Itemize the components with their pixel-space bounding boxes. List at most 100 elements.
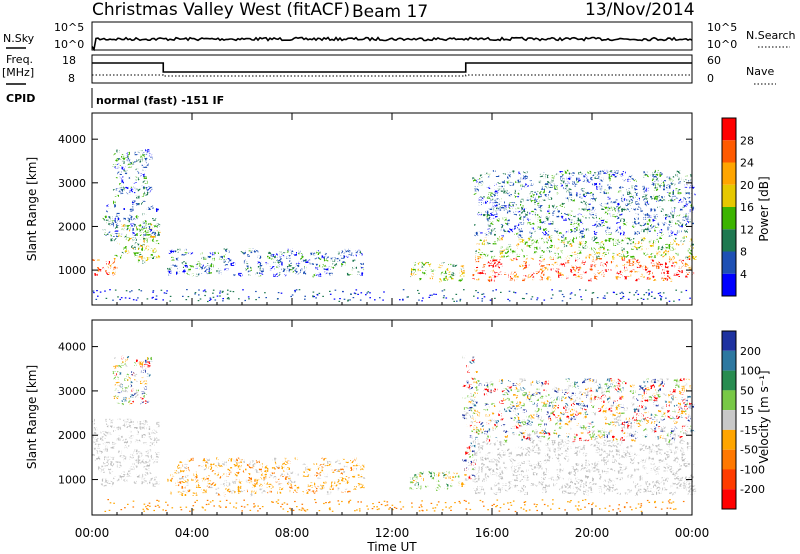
- vel-noise-point: [580, 508, 582, 510]
- vel-noise-point: [552, 503, 554, 505]
- vel-noise-point: [243, 506, 246, 508]
- power-noise-point: [455, 293, 458, 295]
- power-noise-point: [637, 293, 640, 295]
- power-noise-point: [635, 291, 637, 294]
- vel-region: [92, 418, 162, 487]
- power-noise-point: [204, 291, 207, 293]
- vel-noise-point: [458, 500, 461, 503]
- vel-noise-point: [329, 509, 331, 511]
- power-noise-point: [155, 295, 158, 297]
- power-noise-point: [120, 297, 123, 299]
- vel-noise-point: [259, 508, 261, 510]
- vel-noise-point: [148, 502, 151, 504]
- vel-noise-point: [225, 506, 227, 508]
- power-noise-point: [166, 290, 168, 292]
- power-noise-point: [199, 298, 202, 300]
- power-noise-point: [481, 293, 483, 295]
- power-noise-point: [163, 292, 166, 294]
- power-noise-point: [651, 291, 653, 293]
- power-noise-point: [647, 289, 650, 291]
- power-noise-point: [659, 292, 662, 294]
- vel-noise-point: [384, 505, 387, 507]
- vel-noise-point: [165, 509, 167, 512]
- power-noise-point: [186, 289, 188, 291]
- power-panel: 1000 2000 3000 4000 Slant Range [km]: [25, 112, 697, 306]
- power-noise-point: [536, 297, 539, 299]
- power-noise-point: [227, 297, 230, 299]
- power-noise-point: [642, 298, 645, 300]
- power-noise-point: [561, 293, 564, 296]
- vel-noise-point: [300, 509, 303, 511]
- power-noise-point: [648, 293, 651, 295]
- vel-noise-point: [584, 506, 586, 508]
- power-noise-point: [407, 296, 409, 298]
- power-noise-point: [125, 290, 128, 292]
- vel-noise-point: [329, 507, 331, 509]
- vel-noise-point: [418, 506, 421, 508]
- vel-noise-point: [591, 503, 593, 506]
- power-noise-point: [312, 295, 314, 297]
- x-tick-label: 16:00: [475, 526, 510, 540]
- power-noise-point: [602, 297, 605, 299]
- power-noise-point: [209, 297, 212, 299]
- vel-noise-point: [512, 500, 515, 502]
- power-noise-point: [338, 300, 341, 302]
- power-noise-point: [342, 290, 344, 293]
- vel-noise-point: [640, 505, 643, 507]
- vel-noise-point: [468, 502, 470, 504]
- cpid-panel: CPID normal (fast) -151 IF: [6, 88, 224, 108]
- vel-noise-point: [292, 509, 295, 511]
- power-noise-point: [417, 289, 419, 292]
- vel-noise-point: [143, 510, 145, 512]
- colorbar-swatch: [722, 390, 736, 411]
- vel-noise-point: [543, 503, 546, 506]
- power-noise-point: [495, 289, 497, 291]
- power-noise-point: [574, 294, 576, 296]
- vel-noise-point: [158, 500, 160, 502]
- power-noise-point: [665, 297, 667, 299]
- freq-series: [92, 62, 692, 73]
- power-noise-point: [291, 294, 294, 296]
- colorbar-tick-label: 28: [740, 134, 754, 147]
- vel-noise-point: [360, 501, 362, 503]
- power-noise-point: [152, 296, 154, 298]
- vel-noise-point: [386, 504, 389, 506]
- vel-noise-point: [271, 501, 273, 503]
- power-noise-point: [329, 293, 332, 295]
- power-noise-point: [334, 289, 337, 291]
- power-noise-point: [248, 298, 250, 300]
- vel-noise-point: [372, 503, 374, 505]
- colorbar-tick-label: 8: [740, 246, 747, 259]
- power-noise-point: [685, 289, 688, 292]
- vel-noise-point: [257, 510, 259, 512]
- vel-noise-point: [196, 499, 198, 502]
- vel-noise-point: [564, 509, 566, 511]
- power-noise-point: [603, 295, 606, 297]
- power-noise-point: [443, 295, 445, 297]
- power-noise-point: [117, 296, 119, 298]
- power-noise-point: [621, 297, 624, 299]
- power-noise-point: [316, 294, 319, 296]
- freq-panel: Freq. [MHz] 18 8 60 0 Nave: [2, 53, 776, 85]
- vel-noise-point: [402, 506, 405, 508]
- vel-noise-point: [124, 507, 126, 509]
- power-noise-point: [155, 298, 158, 300]
- power-noise-point: [304, 295, 306, 297]
- power-noise-point: [660, 296, 663, 298]
- power-noise-point: [312, 291, 315, 293]
- power-noise-point: [333, 298, 336, 300]
- power-noise-point: [347, 299, 350, 301]
- vel-noise-point: [107, 499, 109, 501]
- vel-noise-point: [287, 511, 289, 513]
- nave-label: Nave: [746, 65, 774, 78]
- power-noise-point: [418, 299, 420, 301]
- vel-noise-point: [212, 500, 214, 502]
- vel-noise-point: [157, 504, 159, 506]
- vel-noise-point: [618, 504, 620, 506]
- vel-noise-point: [465, 500, 467, 502]
- vel-noise-point: [595, 505, 597, 507]
- power-region: [409, 261, 465, 283]
- vel-noise-point: [104, 510, 107, 512]
- x-tick-label: 12:00: [375, 526, 410, 540]
- vel-noise-point: [514, 510, 517, 513]
